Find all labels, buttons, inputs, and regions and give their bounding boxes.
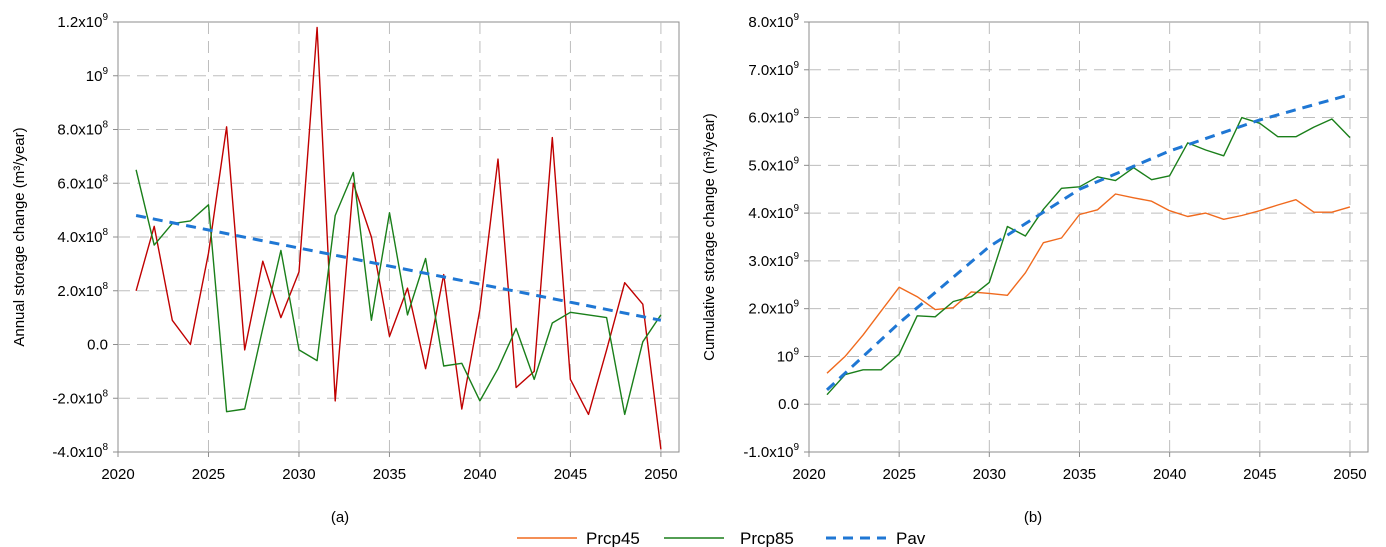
series-line-prcp85 — [826, 116, 1351, 396]
y-tick-label: 2.0x108 — [57, 281, 108, 300]
plot-frame — [808, 21, 1369, 453]
y-tick-label: 3.0x109 — [748, 251, 799, 270]
series-line-1 — [135, 26, 662, 450]
x-tick-label: 2020 — [792, 466, 825, 483]
y-tick-label: -4.0x108 — [52, 442, 108, 461]
y-tick-label: 0.0 — [778, 396, 799, 413]
y-tick-label: 109 — [86, 66, 109, 85]
y-tick-label: 2.0x109 — [748, 299, 799, 318]
y-axis-label: Annual storage change (m³/year) — [11, 127, 28, 346]
chart-panel-b: -1.0x109 0.0 109 2.0x109 3.0x109 4.0x109 5.0x1… — [701, 12, 1369, 526]
x-tick-label: 2035 — [1063, 466, 1096, 483]
x-tick-label: 2045 — [1243, 466, 1276, 483]
panel-label: (a) — [331, 509, 349, 526]
x-tick-label: 2040 — [463, 466, 496, 483]
y-tick-label: 5.0x109 — [748, 155, 799, 174]
y-tick-label: 4.0x108 — [57, 227, 108, 246]
x-tick-label: 2035 — [373, 466, 406, 483]
x-tick-label: 2050 — [1333, 466, 1366, 483]
panel-label: (b) — [1024, 509, 1042, 526]
x-tick-label: 2025 — [882, 466, 915, 483]
y-tick-label: 1.2x109 — [57, 12, 108, 31]
y-tick-label: -1.0x109 — [743, 442, 799, 461]
legend: Prcp45 Prcp85 Pav — [517, 529, 926, 547]
legend-label: Prcp45 — [586, 529, 640, 547]
y-tick-label: 7.0x109 — [748, 60, 799, 79]
y-tick-label: 8.0x109 — [748, 12, 799, 31]
y-axis-label: Cumulative storage change (m³/year) — [701, 113, 718, 361]
series-line-pav — [825, 93, 1351, 392]
y-tick-label: 4.0x109 — [748, 203, 799, 222]
x-tick-label: 2045 — [554, 466, 587, 483]
series-line-2 — [135, 169, 662, 416]
y-tick-label: 109 — [777, 346, 800, 365]
x-tick-label: 2030 — [282, 466, 315, 483]
y-tick-label: 8.0x108 — [57, 120, 108, 139]
x-tick-label: 2040 — [1153, 466, 1186, 483]
y-tick-label: -2.0x108 — [52, 388, 108, 407]
legend-label: Prcp85 — [740, 529, 794, 547]
chart-panel-a: -4.0x108 -2.0x108 0.0 2.0x108 4.0x108 6.0x108… — [11, 12, 680, 526]
series-line-prcp45 — [826, 193, 1351, 374]
x-tick-label: 2020 — [101, 466, 134, 483]
y-tick-label: 0.0 — [87, 337, 108, 354]
legend-label: Pav — [896, 529, 926, 547]
series-line-3 — [135, 214, 662, 322]
y-tick-label: 6.0x109 — [748, 108, 799, 127]
x-tick-label: 2050 — [644, 466, 677, 483]
x-tick-label: 2030 — [973, 466, 1006, 483]
x-tick-label: 2025 — [192, 466, 225, 483]
y-tick-label: 6.0x108 — [57, 173, 108, 192]
